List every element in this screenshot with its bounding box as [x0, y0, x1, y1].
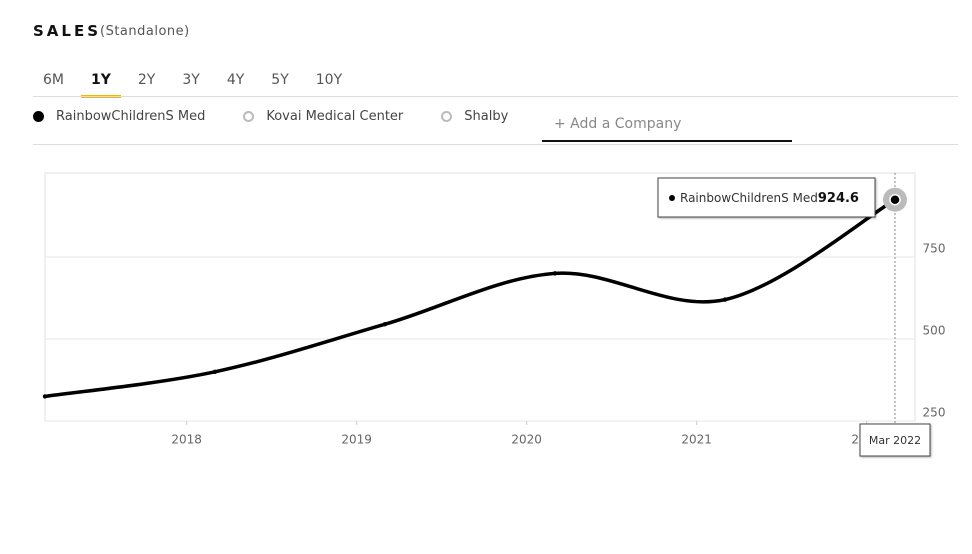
period-tab[interactable]: 6M — [43, 72, 64, 88]
x-tick-label: 2018 — [171, 433, 202, 447]
add-company-input[interactable]: + Add a Company — [542, 116, 792, 142]
y-tick-label: 500 — [923, 323, 946, 337]
subtitle: (Standalone) — [100, 24, 190, 39]
legend-label: RainbowChildrenS Med — [56, 109, 206, 124]
legend-item[interactable]: Shalby — [441, 109, 508, 124]
title: SALES — [33, 22, 102, 40]
divider — [33, 144, 958, 145]
legend-item[interactable]: Kovai Medical Center — [243, 109, 403, 124]
legend-item[interactable]: RainbowChildrenS Med — [33, 109, 205, 124]
divider — [33, 96, 958, 97]
legend-dot — [243, 111, 255, 122]
tooltip-series: RainbowChildrenS Med — [680, 191, 818, 205]
x-tick-label: 2020 — [511, 433, 542, 447]
x-tick-label: 2021 — [681, 433, 712, 447]
period-tab[interactable]: 5Y — [271, 72, 289, 88]
tooltip-dot — [669, 195, 675, 201]
data-point — [42, 394, 48, 399]
data-point — [889, 193, 901, 206]
legend: RainbowChildrenS Med Kovai Medical Center… — [33, 109, 546, 124]
tooltip-text: RainbowChildrenS Med924.6 — [680, 191, 859, 206]
data-point — [552, 271, 558, 276]
tooltip-box — [657, 177, 876, 218]
period-tab[interactable]: 2Y — [137, 72, 156, 88]
data-point — [722, 297, 728, 302]
legend-label: Kovai Medical Center — [266, 109, 404, 124]
x-tooltip-text: Mar 2022 — [869, 434, 921, 447]
data-point — [212, 369, 218, 374]
tooltip-value: 924.6 — [818, 191, 859, 206]
x-tooltip-box — [859, 423, 931, 457]
y-tick-label: 250 — [923, 406, 946, 420]
x-tick-label: 2019 — [341, 433, 372, 447]
period-tab[interactable]: 3Y — [182, 72, 200, 88]
legend-dot — [33, 111, 44, 122]
period-tab[interactable]: 4Y — [226, 72, 245, 88]
legend-dot — [441, 111, 453, 122]
period-tab[interactable]: 10Y — [315, 72, 343, 88]
y-tick-label: 750 — [923, 241, 946, 255]
legend-label: Shalby — [464, 109, 509, 124]
series-line — [44, 198, 896, 399]
data-point — [382, 322, 388, 327]
